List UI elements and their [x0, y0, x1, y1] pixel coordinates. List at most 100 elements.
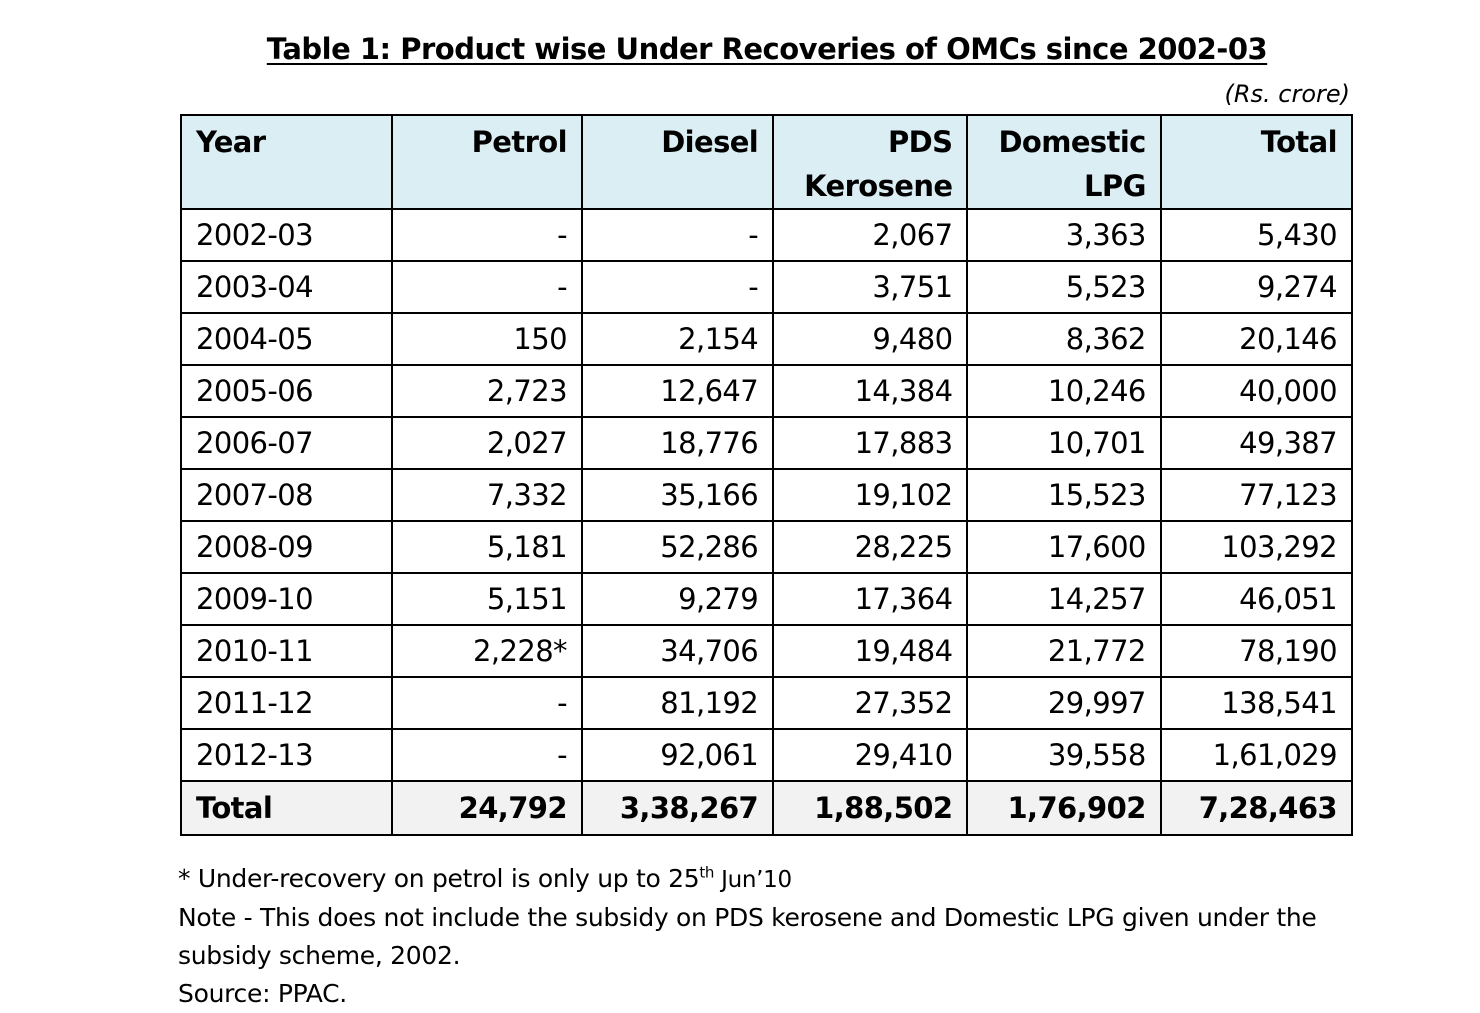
total-total: 7,28,463 — [1159, 780, 1354, 836]
cell-pds-kerosene: 19,484 — [772, 624, 969, 678]
cell-total: 138,541 — [1159, 676, 1354, 730]
table-row: 2012-13 - 92,061 29,410 39,558 1,61,029 — [180, 728, 1354, 782]
cell-pds-kerosene: 17,364 — [772, 572, 969, 626]
table-notes: * Under-recovery on petrol is only up to… — [178, 860, 1378, 1013]
cell-pds-kerosene: 9,480 — [772, 312, 969, 366]
cell-total: 77,123 — [1159, 468, 1354, 522]
cell-year: 2010-11 — [180, 624, 393, 678]
cell-pds-kerosene: 17,883 — [772, 416, 969, 470]
cell-diesel: 2,154 — [580, 312, 775, 366]
cell-diesel: - — [580, 260, 775, 314]
cell-domestic-lpg: 21,772 — [966, 624, 1162, 678]
cell-diesel: 34,706 — [580, 624, 775, 678]
footnote-superscript: th — [699, 863, 715, 882]
units-label: (Rs. crore) — [1224, 80, 1350, 108]
cell-total: 1,61,029 — [1159, 728, 1354, 782]
cell-diesel: 81,192 — [580, 676, 775, 730]
cell-petrol: - — [390, 728, 583, 782]
cell-year: 2012-13 — [180, 728, 393, 782]
cell-diesel: 35,166 — [580, 468, 775, 522]
table-row: 2009-10 5,151 9,279 17,364 14,257 46,051 — [180, 572, 1354, 626]
table-row: 2011-12 - 81,192 27,352 29,997 138,541 — [180, 676, 1354, 730]
cell-domestic-lpg: 17,600 — [966, 520, 1162, 574]
cell-domestic-lpg: 3,363 — [966, 208, 1162, 262]
cell-year: 2002-03 — [180, 208, 393, 262]
table-row: 2008-09 5,181 52,286 28,225 17,600 103,2… — [180, 520, 1354, 574]
cell-diesel: 18,776 — [580, 416, 775, 470]
cell-domestic-lpg: 14,257 — [966, 572, 1162, 626]
header-year: Year — [180, 114, 393, 210]
table-total-row: Total 24,792 3,38,267 1,88,502 1,76,902 … — [180, 780, 1354, 836]
cell-diesel: 12,647 — [580, 364, 775, 418]
source-text: Source: PPAC. — [178, 979, 347, 1008]
cell-petrol: 5,181 — [390, 520, 583, 574]
cell-diesel: 52,286 — [580, 520, 775, 574]
header-total: Total — [1159, 114, 1354, 210]
cell-total: 78,190 — [1159, 624, 1354, 678]
cell-total: 40,000 — [1159, 364, 1354, 418]
cell-total: 103,292 — [1159, 520, 1354, 574]
cell-year: 2007-08 — [180, 468, 393, 522]
cell-domestic-lpg: 39,558 — [966, 728, 1162, 782]
cell-total: 20,146 — [1159, 312, 1354, 366]
cell-petrol: 5,151 — [390, 572, 583, 626]
under-recoveries-table: Year Petrol Diesel PDS Kerosene Domestic… — [180, 114, 1354, 836]
cell-petrol: 7,332 — [390, 468, 583, 522]
note-text: Note - This does not include the subsidy… — [178, 903, 1317, 970]
table-row: 2007-08 7,332 35,166 19,102 15,523 77,12… — [180, 468, 1354, 522]
total-label: Total — [180, 780, 393, 836]
cell-year: 2005-06 — [180, 364, 393, 418]
header-diesel: Diesel — [580, 114, 775, 210]
cell-domestic-lpg: 29,997 — [966, 676, 1162, 730]
footnote-text: * Under-recovery on petrol is only up to… — [178, 864, 700, 893]
table-row: 2002-03 - - 2,067 3,363 5,430 — [180, 208, 1354, 262]
total-petrol: 24,792 — [390, 780, 583, 836]
cell-petrol: - — [390, 260, 583, 314]
cell-domestic-lpg: 8,362 — [966, 312, 1162, 366]
cell-year: 2003-04 — [180, 260, 393, 314]
footnote: * Under-recovery on petrol is only up to… — [178, 860, 1378, 899]
cell-diesel: - — [580, 208, 775, 262]
cell-year: 2011-12 — [180, 676, 393, 730]
table-body: 2002-03 - - 2,067 3,363 5,430 2003-04 - … — [180, 208, 1354, 836]
cell-petrol: - — [390, 208, 583, 262]
cell-petrol: 150 — [390, 312, 583, 366]
cell-pds-kerosene: 28,225 — [772, 520, 969, 574]
cell-total: 9,274 — [1159, 260, 1354, 314]
table-row: 2004-05 150 2,154 9,480 8,362 20,146 — [180, 312, 1354, 366]
header-domestic-lpg: Domestic LPG — [966, 114, 1162, 210]
cell-pds-kerosene: 19,102 — [772, 468, 969, 522]
total-domestic-lpg: 1,76,902 — [966, 780, 1162, 836]
cell-domestic-lpg: 10,701 — [966, 416, 1162, 470]
cell-year: 2006-07 — [180, 416, 393, 470]
cell-pds-kerosene: 29,410 — [772, 728, 969, 782]
cell-year: 2008-09 — [180, 520, 393, 574]
total-pds-kerosene: 1,88,502 — [772, 780, 969, 836]
table-row: 2003-04 - - 3,751 5,523 9,274 — [180, 260, 1354, 314]
cell-pds-kerosene: 14,384 — [772, 364, 969, 418]
table-row: 2006-07 2,027 18,776 17,883 10,701 49,38… — [180, 416, 1354, 470]
cell-domestic-lpg: 15,523 — [966, 468, 1162, 522]
table-header-row: Year Petrol Diesel PDS Kerosene Domestic… — [180, 114, 1354, 210]
cell-diesel: 92,061 — [580, 728, 775, 782]
total-diesel: 3,38,267 — [580, 780, 775, 836]
cell-total: 46,051 — [1159, 572, 1354, 626]
cell-pds-kerosene: 3,751 — [772, 260, 969, 314]
cell-petrol: 2,027 — [390, 416, 583, 470]
cell-domestic-lpg: 10,246 — [966, 364, 1162, 418]
cell-petrol: - — [390, 676, 583, 730]
table-row: 2005-06 2,723 12,647 14,384 10,246 40,00… — [180, 364, 1354, 418]
cell-pds-kerosene: 27,352 — [772, 676, 969, 730]
cell-total: 49,387 — [1159, 416, 1354, 470]
cell-year: 2004-05 — [180, 312, 393, 366]
header-pds-kerosene: PDS Kerosene — [772, 114, 969, 210]
footnote-date: Jun’10 — [714, 867, 792, 893]
cell-domestic-lpg: 5,523 — [966, 260, 1162, 314]
cell-petrol: 2,723 — [390, 364, 583, 418]
header-petrol: Petrol — [390, 114, 583, 210]
cell-diesel: 9,279 — [580, 572, 775, 626]
table-row: 2010-11 2,228* 34,706 19,484 21,772 78,1… — [180, 624, 1354, 678]
cell-total: 5,430 — [1159, 208, 1354, 262]
cell-pds-kerosene: 2,067 — [772, 208, 969, 262]
table-title: Table 1: Product wise Under Recoveries o… — [266, 32, 1268, 66]
